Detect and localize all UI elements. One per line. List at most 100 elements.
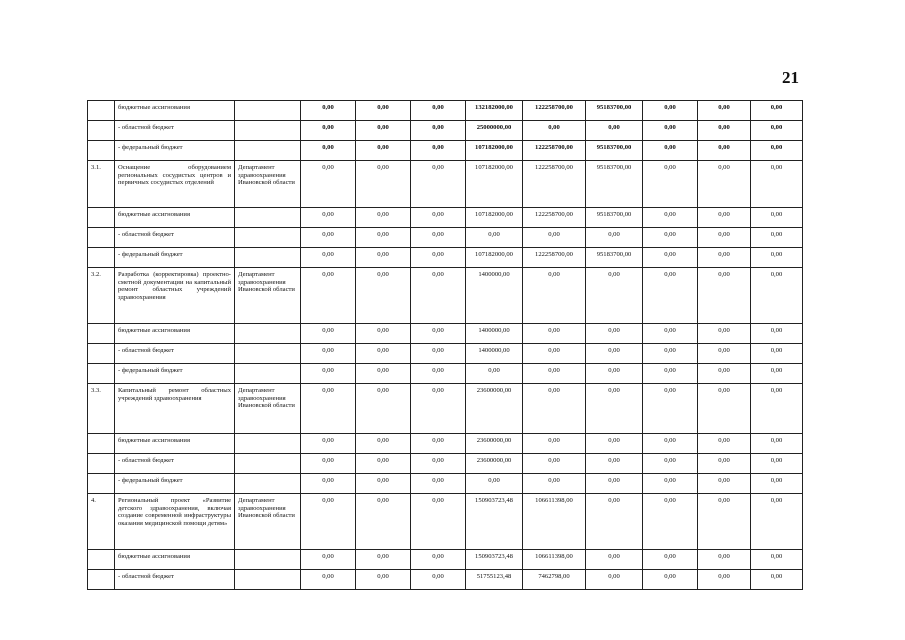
value-cell: 0,00 <box>355 473 411 494</box>
value-cell: 0,00 <box>410 433 466 454</box>
value-cell: 0,00 <box>642 569 698 590</box>
row-number <box>87 363 115 384</box>
value-cell: 0,00 <box>750 363 803 384</box>
value-cell: 0,00 <box>697 549 751 570</box>
row-executor: Департамент здравоохранения Ивановской о… <box>234 493 301 550</box>
value-cell: 0,00 <box>697 453 751 474</box>
row-name: - федеральный бюджет <box>114 363 235 384</box>
value-cell: 106611398,00 <box>522 549 586 570</box>
table-row: бюджетные ассигнования 0,00 0,00 0,00 150903… <box>87 549 803 570</box>
table-row: - областной бюджет 0,00 0,00 0,00 1400000,00… <box>87 343 803 364</box>
row-number <box>87 433 115 454</box>
value-cell: 0,00 <box>355 549 411 570</box>
row-executor <box>234 247 301 268</box>
value-cell: 0,00 <box>300 323 356 344</box>
value-cell: 95183700,00 <box>585 207 643 228</box>
row-executor <box>234 473 301 494</box>
row-executor <box>234 549 301 570</box>
value-cell: 0,00 <box>300 493 356 550</box>
value-cell: 0,00 <box>410 207 466 228</box>
value-cell: 0,00 <box>355 267 411 324</box>
value-cell: 1400000,00 <box>465 323 523 344</box>
value-cell: 51755123,48 <box>465 569 523 590</box>
row-number <box>87 569 115 590</box>
value-cell: 0,00 <box>642 160 698 208</box>
row-number <box>87 343 115 364</box>
value-cell: 0,00 <box>300 140 356 161</box>
table-row: бюджетные ассигнования 0,00 0,00 0,00 140000… <box>87 323 803 344</box>
value-cell: 0,00 <box>642 247 698 268</box>
row-name: - областной бюджет <box>114 227 235 248</box>
value-cell: 0,00 <box>585 267 643 324</box>
row-number: 3.3. <box>87 383 115 434</box>
budget-table: бюджетные ассигнования 0,00 0,00 0,00 132182… <box>87 100 803 590</box>
value-cell: 0,00 <box>750 207 803 228</box>
value-cell: 0,00 <box>697 363 751 384</box>
row-name: Разработка (корректировка) проектно-смет… <box>114 267 235 324</box>
value-cell: 0,00 <box>300 473 356 494</box>
value-cell: 0,00 <box>465 473 523 494</box>
value-cell: 0,00 <box>355 100 411 121</box>
value-cell: 0,00 <box>750 433 803 454</box>
table-row: - областной бюджет 0,00 0,00 0,00 25000000,0… <box>87 120 803 141</box>
value-cell: 122258700,00 <box>522 247 586 268</box>
value-cell: 0,00 <box>697 160 751 208</box>
value-cell: 0,00 <box>642 227 698 248</box>
table-row: - федеральный бюджет 0,00 0,00 0,00 0,00 0,00… <box>87 363 803 384</box>
value-cell: 0,00 <box>522 227 586 248</box>
value-cell: 0,00 <box>697 140 751 161</box>
value-cell: 0,00 <box>300 207 356 228</box>
value-cell: 0,00 <box>355 207 411 228</box>
row-executor <box>234 323 301 344</box>
value-cell: 0,00 <box>300 160 356 208</box>
value-cell: 0,00 <box>300 100 356 121</box>
value-cell: 0,00 <box>465 363 523 384</box>
value-cell: 0,00 <box>750 569 803 590</box>
value-cell: 122258700,00 <box>522 100 586 121</box>
value-cell: 0,00 <box>300 433 356 454</box>
value-cell: 0,00 <box>300 227 356 248</box>
value-cell: 0,00 <box>410 227 466 248</box>
row-executor <box>234 227 301 248</box>
table-row: - федеральный бюджет 0,00 0,00 0,00 10718200… <box>87 140 803 161</box>
row-name: - областной бюджет <box>114 569 235 590</box>
row-name: - областной бюджет <box>114 120 235 141</box>
value-cell: 0,00 <box>410 549 466 570</box>
row-number <box>87 227 115 248</box>
row-number <box>87 140 115 161</box>
value-cell: 0,00 <box>750 473 803 494</box>
row-number <box>87 323 115 344</box>
value-cell: 0,00 <box>522 343 586 364</box>
value-cell: 0,00 <box>697 323 751 344</box>
value-cell: 0,00 <box>697 267 751 324</box>
row-executor <box>234 343 301 364</box>
row-name: бюджетные ассигнования <box>114 100 235 121</box>
row-name: бюджетные ассигнования <box>114 207 235 228</box>
row-number: 3.1. <box>87 160 115 208</box>
value-cell: 0,00 <box>642 207 698 228</box>
page-number: 21 <box>782 68 799 87</box>
value-cell: 0,00 <box>300 383 356 434</box>
value-cell: 0,00 <box>642 453 698 474</box>
value-cell: 0,00 <box>465 227 523 248</box>
value-cell: 0,00 <box>355 453 411 474</box>
value-cell: 0,00 <box>697 100 751 121</box>
value-cell: 0,00 <box>410 453 466 474</box>
value-cell: 0,00 <box>585 549 643 570</box>
value-cell: 0,00 <box>355 160 411 208</box>
value-cell: 0,00 <box>300 569 356 590</box>
value-cell: 0,00 <box>410 569 466 590</box>
row-executor <box>234 433 301 454</box>
value-cell: 0,00 <box>522 120 586 141</box>
table-row: бюджетные ассигнования 0,00 0,00 0,00 236000… <box>87 433 803 454</box>
value-cell: 0,00 <box>750 160 803 208</box>
value-cell: 0,00 <box>697 227 751 248</box>
value-cell: 0,00 <box>585 493 643 550</box>
value-cell: 0,00 <box>697 569 751 590</box>
value-cell: 0,00 <box>750 323 803 344</box>
row-number: 4. <box>87 493 115 550</box>
row-name: Оснащение оборудованием региональных сос… <box>114 160 235 208</box>
row-number <box>87 473 115 494</box>
value-cell: 0,00 <box>750 383 803 434</box>
value-cell: 95183700,00 <box>585 247 643 268</box>
